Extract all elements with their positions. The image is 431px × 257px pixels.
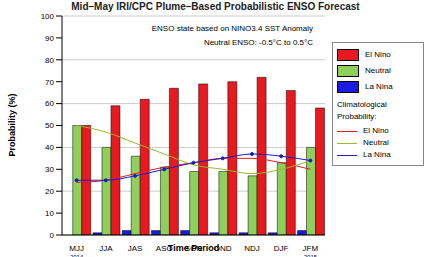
svg-text:DJF: DJF [274, 244, 289, 253]
svg-text:90: 90 [45, 34, 54, 43]
svg-text:60: 60 [45, 99, 54, 108]
svg-text:JJA: JJA [99, 244, 113, 253]
svg-text:50: 50 [45, 121, 54, 130]
svg-text:JAS: JAS [128, 244, 143, 253]
svg-text:NDJ: NDJ [244, 244, 260, 253]
svg-text:10: 10 [45, 209, 54, 218]
svg-text:20: 20 [45, 187, 54, 196]
svg-text:2015: 2015 [304, 254, 318, 257]
svg-text:0: 0 [50, 231, 55, 240]
svg-text:70: 70 [45, 78, 54, 87]
svg-text:30: 30 [45, 165, 54, 174]
svg-text:JFM: JFM [303, 244, 319, 253]
svg-text:2014: 2014 [70, 254, 84, 257]
svg-text:100: 100 [41, 12, 55, 21]
svg-text:40: 40 [45, 143, 54, 152]
svg-text:80: 80 [45, 56, 54, 65]
svg-text:MJJ: MJJ [69, 244, 84, 253]
